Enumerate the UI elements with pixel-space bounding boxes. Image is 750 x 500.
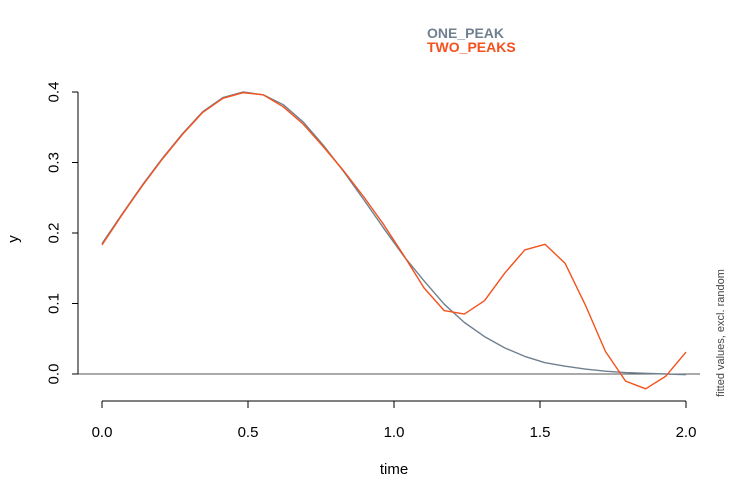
y-tick-label: 0.1 (46, 293, 63, 314)
plot-area (78, 91, 700, 390)
y-tick-label: 0.2 (46, 223, 63, 244)
legend: ONE_PEAK TWO_PEAKS (427, 25, 516, 55)
y-tick-label: 0.0 (46, 364, 63, 385)
series-line-one-peak (101, 91, 687, 376)
x-axis: 0.0 0.5 1.0 1.5 2.0 (92, 400, 697, 441)
series-group (101, 91, 687, 390)
x-tick-label: 2.0 (676, 424, 697, 441)
y-tick-label: 0.3 (46, 152, 63, 173)
x-tick-label: 1.5 (530, 424, 551, 441)
y-axis: 0.0 0.1 0.2 0.3 0.4 (46, 82, 79, 385)
x-tick-label: 0.0 (92, 424, 113, 441)
side-note: fitted values, excl. random (715, 269, 727, 397)
y-axis-title: y (5, 235, 22, 243)
legend-label-one-peak: ONE_PEAK (427, 25, 504, 41)
x-tick-label: 1.0 (384, 424, 405, 441)
y-tick-label: 0.4 (46, 82, 63, 103)
x-tick-label: 0.5 (238, 424, 259, 441)
y-ticks: 0.0 0.1 0.2 0.3 0.4 (46, 82, 78, 385)
series-line-two-peaks (101, 91, 687, 390)
legend-label-two-peaks: TWO_PEAKS (427, 39, 516, 55)
x-axis-title: time (380, 461, 408, 478)
x-ticks: 0.0 0.5 1.0 1.5 2.0 (92, 401, 697, 441)
